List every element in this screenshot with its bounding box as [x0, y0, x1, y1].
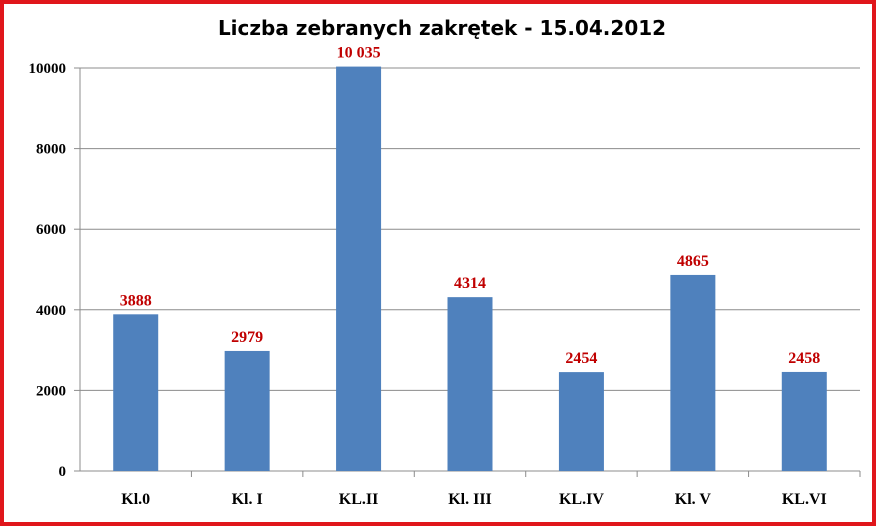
category-label-2: KL.II [339, 491, 379, 508]
y-tick-label: 8000 [36, 142, 66, 158]
bar-6 [781, 371, 827, 471]
bar-0 [113, 314, 159, 471]
data-label-4: 2454 [565, 350, 597, 367]
y-tick-label: 6000 [36, 222, 66, 238]
y-tick-label: 0 [59, 464, 67, 480]
data-label-5: 4865 [677, 253, 709, 270]
data-label-6: 2458 [788, 350, 820, 367]
category-label-6: KL.VI [782, 491, 827, 508]
category-label-0: Kl.0 [121, 491, 150, 508]
bar-3 [447, 297, 493, 471]
category-label-4: KL.IV [559, 491, 604, 508]
data-label-1: 2979 [231, 329, 263, 346]
chart-title: Liczba zebranych zakrętek - 15.04.2012 [217, 16, 667, 40]
category-label-5: Kl. V [675, 491, 712, 508]
bar-5 [670, 274, 716, 471]
data-label-0: 3888 [120, 292, 152, 309]
bar-4 [558, 372, 604, 471]
category-label-3: Kl. III [448, 491, 492, 508]
data-label-2: 10 035 [337, 45, 381, 62]
category-label-1: Kl. I [232, 491, 263, 508]
y-tick-label: 10000 [29, 61, 67, 77]
y-tick-label: 2000 [36, 383, 66, 399]
data-label-3: 4314 [454, 275, 486, 292]
bar-2 [336, 66, 382, 471]
bar-1 [224, 350, 270, 471]
y-tick-label: 4000 [36, 303, 66, 319]
